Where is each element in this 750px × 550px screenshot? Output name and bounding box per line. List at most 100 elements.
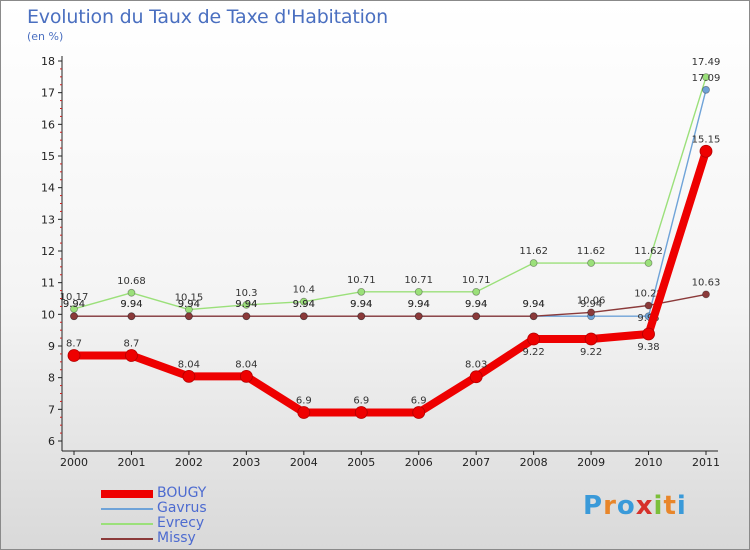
data-point-bougy xyxy=(412,406,426,419)
data-point-evrecy xyxy=(242,300,251,309)
x-tick-label: 2009 xyxy=(577,456,605,469)
data-label-gavrus: 9.94 xyxy=(178,299,200,310)
y-tick-label: 8 xyxy=(48,372,55,385)
data-label-bougy: 8.03 xyxy=(465,360,487,371)
logo-letter: o xyxy=(616,491,636,521)
series-line-evrecy xyxy=(73,76,707,311)
data-label-evrecy: 10.71 xyxy=(462,275,491,286)
data-point-bougy xyxy=(584,332,598,346)
y-tick-label: 18 xyxy=(41,55,55,68)
data-point-bougy xyxy=(125,349,138,362)
data-label-missy: 9.94 xyxy=(465,299,487,310)
data-label-evrecy: 10.71 xyxy=(404,275,433,286)
data-label-missy: 9.94 xyxy=(350,299,372,310)
data-point-missy xyxy=(587,308,595,317)
data-label-gavrus: 9.94 xyxy=(408,299,430,310)
x-tick-label: 2008 xyxy=(520,456,548,469)
data-label-evrecy: 17.49 xyxy=(692,57,721,68)
data-label-missy: 9.94 xyxy=(523,299,545,310)
data-point-evrecy xyxy=(644,259,653,267)
data-label-gavrus: 9.94 xyxy=(580,299,602,310)
data-point-missy xyxy=(299,312,308,321)
data-point-bougy xyxy=(182,369,196,383)
data-point-evrecy xyxy=(702,73,710,82)
data-label-gavrus: 9.94 xyxy=(120,299,142,310)
data-label-gavrus: 9.94 xyxy=(63,299,85,310)
x-tick-label: 2004 xyxy=(290,456,318,469)
data-label-bougy: 8.04 xyxy=(235,359,257,370)
legend-label: Evrecy xyxy=(157,515,205,531)
y-tick-label: 15 xyxy=(41,150,55,163)
data-point-bougy xyxy=(469,370,483,384)
data-point-bougy xyxy=(527,332,541,346)
data-label-missy: 9.94 xyxy=(63,299,85,310)
data-point-missy xyxy=(70,312,78,321)
data-label-missy: 9.94 xyxy=(293,299,315,310)
y-tick-label: 9 xyxy=(48,340,55,353)
data-label-missy: 10.63 xyxy=(692,277,721,288)
data-label-bougy: 6.9 xyxy=(353,396,369,407)
data-point-missy xyxy=(242,312,251,321)
legend-swatch-bougy xyxy=(101,489,153,498)
data-label-evrecy: 11.62 xyxy=(519,246,548,257)
y-tick-label: 16 xyxy=(41,118,55,131)
y-tick-label: 10 xyxy=(41,308,55,321)
legend-swatch-evrecy xyxy=(101,522,153,525)
data-label-missy: 10.28 xyxy=(634,288,663,299)
data-point-bougy xyxy=(354,406,368,419)
x-tick-label: 2006 xyxy=(405,456,433,469)
y-tick-label: 13 xyxy=(41,213,55,226)
data-label-missy: 9.94 xyxy=(408,299,430,310)
proxiti-logo: Proxiti xyxy=(583,491,687,521)
legend-item-evrecy: Evrecy xyxy=(101,516,207,531)
data-label-evrecy: 11.62 xyxy=(577,246,606,257)
data-point-missy xyxy=(702,290,710,299)
data-label-missy: 9.94 xyxy=(235,299,257,310)
data-label-evrecy: 10.3 xyxy=(235,288,257,299)
x-tick-label: 2007 xyxy=(462,456,490,469)
x-tick-label: 2005 xyxy=(347,456,375,469)
legend-label: Gavrus xyxy=(157,500,207,516)
data-point-evrecy xyxy=(472,287,481,296)
data-label-bougy: 9.22 xyxy=(580,347,602,358)
chart-title: Evolution du Taux de Taxe d'Habitation xyxy=(27,6,388,28)
data-label-gavrus: 17.09 xyxy=(692,73,721,84)
legend-label: Missy xyxy=(157,530,196,546)
logo-letter: r xyxy=(603,491,617,521)
data-point-missy xyxy=(185,312,193,321)
chart-subtitle: (en %) xyxy=(27,30,64,43)
data-label-gavrus: 9.94 xyxy=(235,299,257,310)
data-label-missy: 9.94 xyxy=(120,299,142,310)
x-tick-label: 2000 xyxy=(60,456,88,469)
x-tick-label: 2003 xyxy=(232,456,260,469)
data-label-evrecy: 10.68 xyxy=(117,276,146,287)
data-point-missy xyxy=(529,312,538,321)
logo-letter: t xyxy=(663,491,677,521)
legend-item-missy: Missy xyxy=(101,531,207,546)
data-point-missy xyxy=(414,312,423,321)
data-label-bougy: 6.9 xyxy=(296,396,312,407)
data-label-gavrus: 9.95 xyxy=(637,313,659,324)
logo-letter: P xyxy=(583,491,604,521)
data-label-evrecy: 11.62 xyxy=(634,246,663,257)
x-tick-label: 2010 xyxy=(635,456,663,469)
data-point-evrecy xyxy=(357,287,366,296)
data-label-bougy: 8.7 xyxy=(124,339,140,350)
data-label-gavrus: 9.94 xyxy=(350,299,372,310)
data-point-bougy xyxy=(642,327,655,341)
data-point-evrecy xyxy=(587,259,595,267)
data-point-evrecy xyxy=(127,288,136,297)
legend-swatch-gavrus xyxy=(101,507,153,510)
data-label-gavrus: 9.94 xyxy=(523,299,545,310)
data-label-evrecy: 10.17 xyxy=(60,292,89,303)
legend-label: BOUGY xyxy=(157,485,207,501)
legend: BOUGY Gavrus Evrecy Missy xyxy=(101,486,207,546)
data-point-bougy xyxy=(239,369,253,383)
x-tick-label: 2002 xyxy=(175,456,203,469)
data-point-bougy xyxy=(297,406,311,419)
logo-letter: i xyxy=(653,491,664,521)
data-point-evrecy xyxy=(414,287,423,296)
data-label-evrecy: 10.15 xyxy=(175,293,204,304)
